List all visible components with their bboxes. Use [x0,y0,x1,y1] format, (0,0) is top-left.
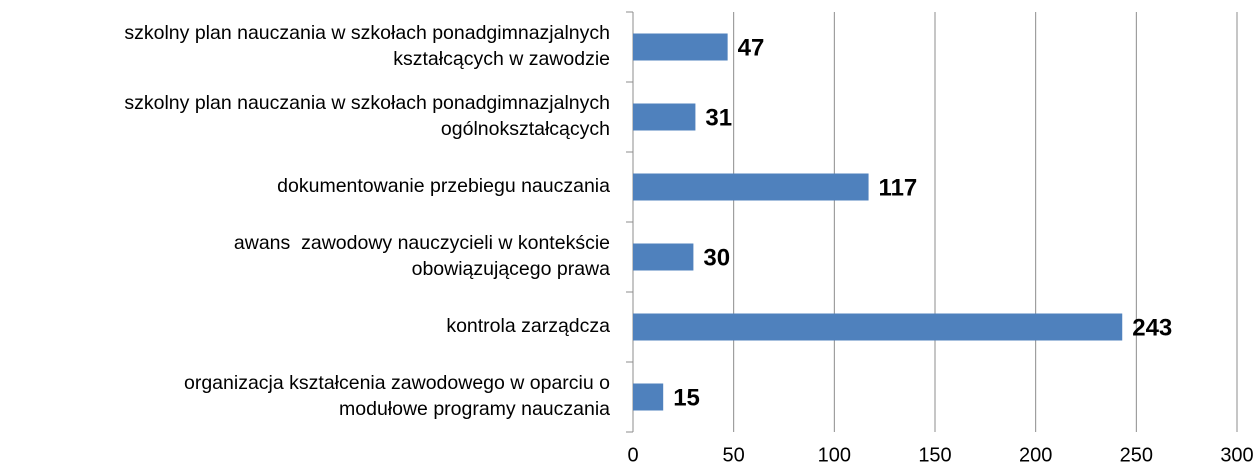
x-tick-label: 200 [1019,444,1052,466]
y-tick-label: szkolny plan nauczania w szkołach ponadg… [124,92,610,114]
bar [633,33,728,61]
y-tick-label: dokumentowanie przebiegu nauczania [277,175,610,197]
y-tick-label: ogólnokształcących [441,118,610,140]
value-label: 30 [703,244,730,271]
x-tick-label: 100 [818,444,851,466]
x-tick-label: 300 [1220,444,1253,466]
bar [633,383,664,411]
y-tick-label: awans zawodowy nauczycieli w kontekście [234,232,610,254]
y-tick-label: organizacja kształcenia zawodowego w opa… [184,372,610,394]
y-tick-label: modułowe programy nauczania [339,398,610,420]
value-label: 117 [879,174,918,201]
bar [633,313,1123,341]
y-tick-label: szkolny plan nauczania w szkołach ponadg… [124,22,610,44]
y-tick-label: kształcących w zawodzie [393,48,610,70]
bar [633,243,694,271]
value-label: 31 [705,104,732,131]
x-tick-label: 50 [723,444,745,466]
x-tick-label: 150 [918,444,951,466]
x-tick-label: 0 [627,444,638,466]
y-tick-label: kontrola zarządcza [446,315,610,337]
value-label: 47 [738,34,765,61]
value-label: 15 [673,384,700,411]
bar [633,173,869,201]
value-label: 243 [1132,314,1172,341]
x-tick-label: 250 [1120,444,1153,466]
bar [633,103,696,131]
y-tick-label: obowiązującego prawa [412,258,611,280]
